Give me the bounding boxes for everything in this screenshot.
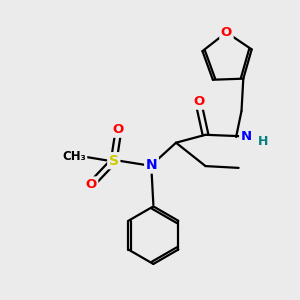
Text: N: N [241, 130, 252, 143]
Text: O: O [221, 26, 232, 39]
Text: CH₃: CH₃ [62, 150, 86, 163]
Text: H: H [258, 135, 268, 148]
Text: O: O [85, 178, 97, 191]
Text: N: N [146, 158, 158, 172]
Text: O: O [194, 95, 205, 108]
Text: O: O [112, 123, 124, 136]
Text: S: S [109, 154, 119, 168]
